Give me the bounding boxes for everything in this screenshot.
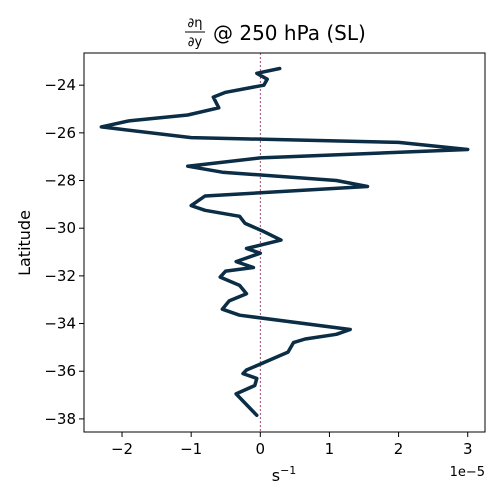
y-tick-label: −32 xyxy=(44,267,76,285)
x-axis-label: s−1 xyxy=(272,464,297,485)
x-tick-label: 1 xyxy=(325,440,335,458)
x-tick-label: 3 xyxy=(463,440,473,458)
x-axis-ticks: −2 −1 0 1 2 3 xyxy=(111,432,473,458)
chart-title-numerator: ∂η xyxy=(188,16,203,31)
chart-title: ∂η ∂y @ 250 hPa (SL) xyxy=(185,16,366,50)
x-tick-label: 0 xyxy=(256,440,266,458)
plot-frame xyxy=(83,52,486,433)
x-axis-offset-label: 1e−5 xyxy=(450,465,485,480)
x-axis-label-exponent: −1 xyxy=(280,464,296,477)
y-tick-label: −36 xyxy=(44,362,76,380)
y-tick-label: −26 xyxy=(44,124,76,142)
y-tick-label: −28 xyxy=(44,172,76,190)
y-tick-label: −30 xyxy=(44,219,76,237)
y-tick-label: −38 xyxy=(44,410,76,428)
chart-title-denominator: ∂y xyxy=(188,35,203,50)
y-tick-label: −34 xyxy=(44,315,76,333)
plot-area xyxy=(83,52,486,433)
series-line xyxy=(99,66,470,418)
chart-title-text: @ 250 hPa (SL) xyxy=(213,21,366,45)
x-axis-label-base: s xyxy=(272,466,280,485)
x-tick-label: −2 xyxy=(111,440,133,458)
x-tick-label: −1 xyxy=(180,440,202,458)
y-axis-ticks: −24 −26 −28 −30 −32 −34 −36 −38 xyxy=(44,76,84,428)
y-tick-label: −24 xyxy=(44,76,76,94)
x-tick-label: 2 xyxy=(394,440,404,458)
y-axis-label: Latitude xyxy=(15,210,34,276)
